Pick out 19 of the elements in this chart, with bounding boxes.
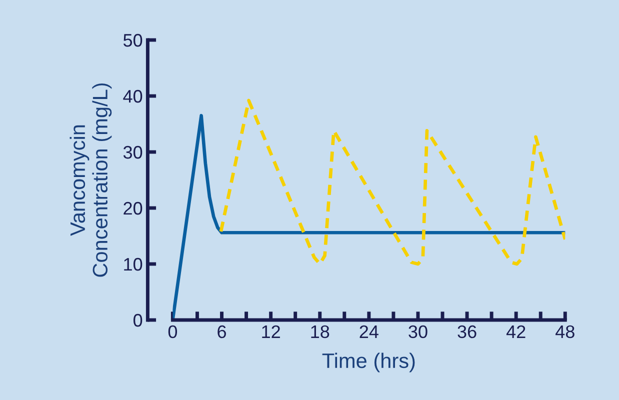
x-tick-label: 6 bbox=[218, 325, 226, 338]
x-tick-label: 48 bbox=[556, 325, 574, 338]
y-tick-label: 40 bbox=[123, 90, 142, 103]
y-tick-label: 20 bbox=[124, 202, 142, 215]
line-series bbox=[172, 114, 566, 320]
x-tick-label: 42 bbox=[506, 325, 526, 338]
x-tick-label: 36 bbox=[458, 325, 476, 338]
x-tick-label: 24 bbox=[360, 325, 378, 338]
x-tick-label: 18 bbox=[311, 325, 330, 338]
x-tick-label: 0 bbox=[168, 325, 178, 338]
y-tick-label: 0 bbox=[134, 314, 142, 327]
line-series bbox=[219, 98, 566, 266]
y-tick-label: 10 bbox=[124, 258, 142, 271]
y-axis-title: Vancomycin Concentration (mg/L) bbox=[70, 83, 112, 277]
x-tick-label: 12 bbox=[262, 325, 280, 338]
y-tick-label: 50 bbox=[123, 34, 142, 47]
x-tick-label: 30 bbox=[408, 325, 428, 338]
y-tick-label: 30 bbox=[123, 146, 142, 159]
x-axis-title: Time (hrs) bbox=[322, 352, 415, 372]
